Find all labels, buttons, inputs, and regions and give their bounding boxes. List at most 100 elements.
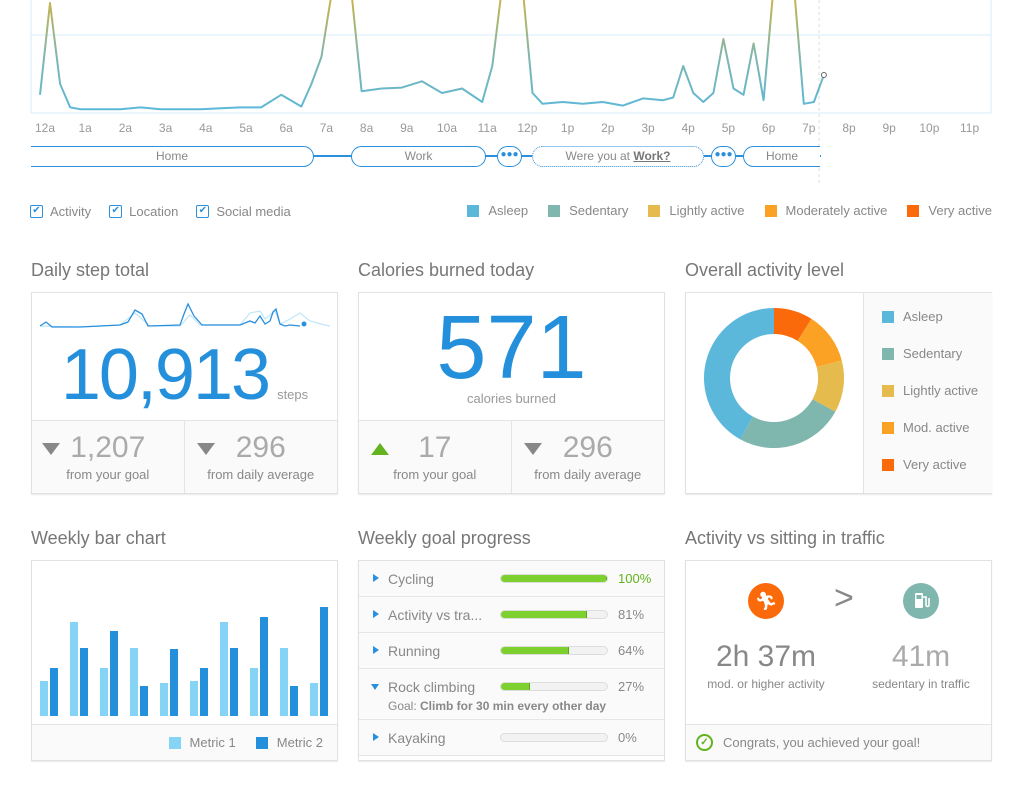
hour-tick: 2a bbox=[118, 121, 133, 135]
legend-swatch bbox=[467, 204, 480, 217]
bar-metric-2 bbox=[290, 686, 298, 716]
legend-label: Moderately active bbox=[785, 203, 888, 218]
goal-progress-bar bbox=[500, 682, 608, 691]
steps-total: 10,913 steps bbox=[32, 337, 337, 413]
legend-swatch bbox=[648, 204, 661, 217]
caret-right-icon[interactable] bbox=[373, 646, 379, 654]
goal-row[interactable]: Kayaking 0% bbox=[359, 720, 664, 756]
average-stat: 296 from daily average bbox=[512, 421, 665, 493]
location-home[interactable]: Home bbox=[31, 146, 314, 167]
goal-diff: 17 bbox=[418, 431, 452, 464]
caret-right-icon[interactable] bbox=[373, 610, 379, 618]
goal-percent: 64% bbox=[618, 643, 645, 658]
hour-tick: 8a bbox=[359, 121, 374, 135]
legend-swatch bbox=[882, 310, 894, 323]
legend-label: Asleep bbox=[903, 309, 943, 324]
bar-metric-2 bbox=[110, 631, 118, 716]
checkbox-icon[interactable]: ✔ bbox=[196, 205, 210, 218]
goal-row[interactable]: Rock climbing 27% Goal: Climb for 30 min… bbox=[359, 669, 664, 720]
steps-footer: 1,207 from your goal 296 from daily averag… bbox=[32, 420, 337, 493]
hour-tick: 12a bbox=[34, 121, 56, 135]
goal-label: from your goal bbox=[393, 467, 477, 482]
congrats-message: Congrats, you achieved your goal! bbox=[723, 735, 921, 750]
legend-item: Asleep bbox=[467, 203, 528, 218]
hour-tick: 5a bbox=[239, 121, 253, 135]
legend-item: Metric 1 bbox=[168, 735, 236, 750]
steps-value: 10,913 bbox=[60, 335, 271, 415]
goal-name: Kayaking bbox=[388, 730, 446, 746]
section-title: Overall activity level bbox=[685, 260, 845, 280]
bar-metric-1 bbox=[190, 681, 198, 716]
legend-label: Lightly active bbox=[903, 383, 979, 398]
donut-legend-item: Lightly active bbox=[882, 383, 978, 398]
goal-row[interactable]: Activity vs tra... 81% bbox=[359, 597, 664, 633]
hour-tick: 11p bbox=[960, 121, 980, 135]
active-time: 2h 37m bbox=[715, 640, 817, 673]
running-icon: 🏃︎ bbox=[748, 583, 784, 619]
traffic-time: 41m bbox=[891, 640, 951, 673]
bar-metric-2 bbox=[320, 607, 328, 716]
bar-metric-1 bbox=[280, 648, 288, 716]
checkbox-icon[interactable]: ✔ bbox=[30, 205, 43, 218]
toggle-social-media[interactable]: ✔ Social media bbox=[196, 204, 291, 219]
bar-metric-1 bbox=[130, 648, 138, 716]
greater-than-icon: > bbox=[834, 579, 854, 617]
activity-level-card: Asleep Sedentary Lightly active Mod. active… bbox=[685, 292, 992, 494]
goal-row[interactable]: Running 64% bbox=[359, 633, 664, 669]
down-arrow-icon bbox=[523, 443, 542, 455]
activity-donut-chart bbox=[704, 308, 844, 448]
location-home[interactable]: Home bbox=[743, 146, 820, 167]
more-dots-button[interactable]: ●●● bbox=[497, 146, 522, 167]
hour-tick: 3a bbox=[158, 121, 173, 135]
hour-tick: 9a bbox=[400, 121, 414, 135]
section-title: Weekly bar chart bbox=[31, 528, 166, 548]
toggle-label: Location bbox=[129, 204, 179, 219]
caret-right-icon[interactable] bbox=[373, 733, 379, 741]
caret-right-icon[interactable] bbox=[373, 574, 379, 582]
toggle-label: Social media bbox=[216, 204, 291, 219]
hour-tick: 10a bbox=[436, 121, 458, 135]
goal-row[interactable]: Cycling 100% bbox=[359, 561, 664, 597]
legend-label: Metric 1 bbox=[189, 735, 236, 750]
goal-progress-list: Cycling 100% Activity vs tra... 81% Runn… bbox=[358, 560, 665, 761]
legend-label: Sedentary bbox=[569, 203, 629, 218]
traffic-label: sedentary in traffic bbox=[872, 677, 970, 691]
location-confirm[interactable]: Were you at Work? bbox=[532, 146, 704, 167]
donut-slice-sedentary bbox=[740, 399, 836, 448]
legend-item: Sedentary bbox=[548, 203, 628, 218]
hour-tick: 2p bbox=[601, 121, 615, 135]
location-work[interactable]: Work bbox=[351, 146, 486, 167]
calories-value: 571 bbox=[436, 298, 587, 398]
goal-diff: 1,207 bbox=[70, 431, 146, 464]
hour-tick: 7a bbox=[319, 121, 334, 135]
average-steps-line bbox=[40, 310, 330, 328]
toggle-activity[interactable]: ✔ Activity bbox=[30, 204, 91, 219]
weekly-bar-card: Metric 1 Metric 2 bbox=[31, 560, 338, 761]
legend-swatch bbox=[882, 384, 894, 397]
goal-detail: Goal: Climb for 30 min every other day bbox=[388, 699, 606, 713]
goal-name: Rock climbing bbox=[388, 679, 476, 695]
goal-progress-fill bbox=[501, 575, 607, 582]
bar-metric-2 bbox=[50, 668, 58, 716]
work-link[interactable]: Work? bbox=[633, 149, 671, 163]
calories-card: 571 calories burned 17 from your goal 296… bbox=[358, 292, 665, 494]
checkbox-icon[interactable]: ✔ bbox=[109, 205, 123, 218]
legend-label: Asleep bbox=[488, 203, 529, 218]
section-title: Daily step total bbox=[31, 260, 150, 280]
toggle-group: ✔ Activity ✔ Location ✔ Social media bbox=[30, 204, 309, 219]
legend-label: Sedentary bbox=[903, 346, 963, 361]
caret-down-icon[interactable] bbox=[371, 684, 379, 690]
legend-label: Very active bbox=[903, 457, 967, 472]
hour-tick: 5p bbox=[721, 121, 736, 135]
location-label: Were you at bbox=[565, 149, 634, 163]
more-dots-button[interactable]: ●●● bbox=[711, 146, 736, 167]
legend-swatch bbox=[907, 204, 920, 217]
toggle-location[interactable]: ✔ Location bbox=[109, 204, 178, 219]
legend-item: Metric 2 bbox=[255, 735, 323, 750]
bar-metric-1 bbox=[40, 681, 48, 716]
legend-item: Very active bbox=[907, 203, 992, 218]
donut-legend: Asleep Sedentary Lightly active Mod. active… bbox=[863, 293, 992, 493]
down-arrow-icon bbox=[196, 443, 215, 455]
bar-metric-1 bbox=[160, 683, 168, 716]
calories-unit: calories burned bbox=[467, 391, 556, 406]
